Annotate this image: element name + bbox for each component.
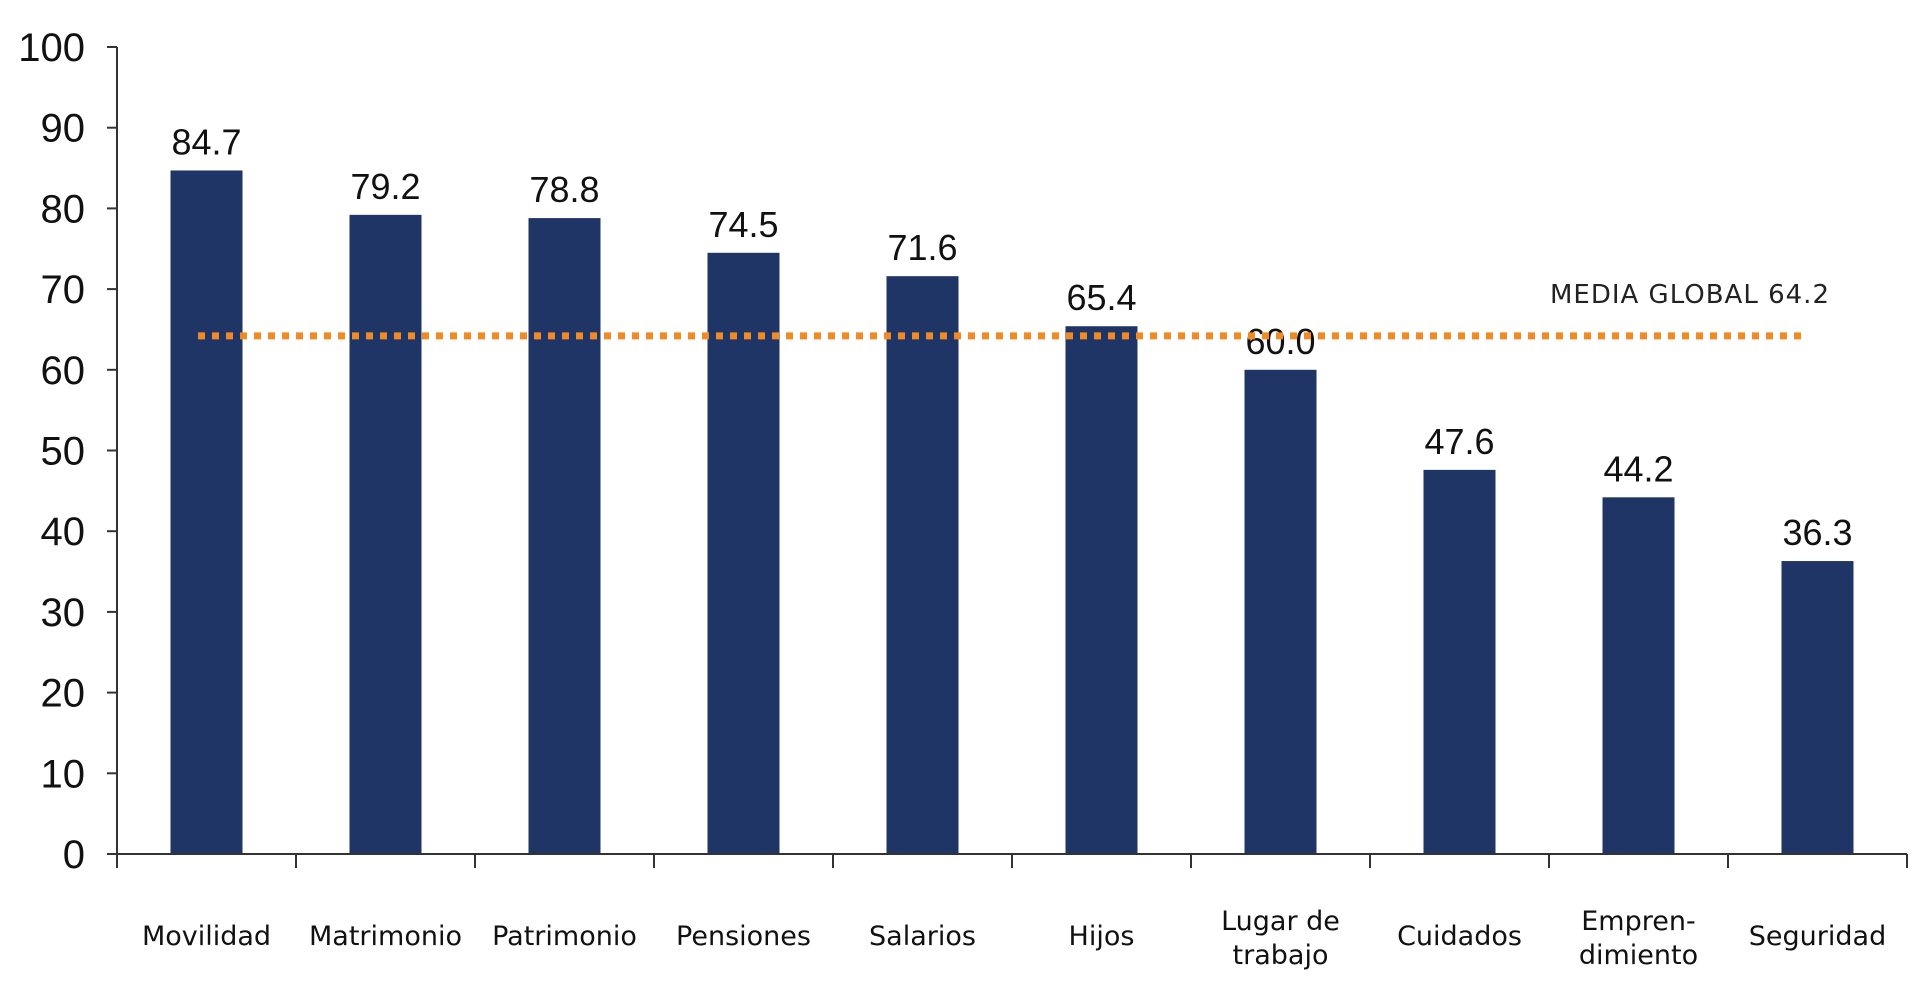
value-label: 36.3: [1782, 512, 1852, 553]
y-tick-label: 40: [41, 510, 86, 554]
reference-line-layer: MEDIA GLOBAL 64.2: [198, 280, 1830, 340]
y-tick-label: 20: [41, 672, 86, 716]
y-tick-label: 100: [18, 26, 85, 70]
y-tick-label: 80: [41, 187, 86, 231]
category-label: Seguridad: [1749, 921, 1886, 952]
labels-layer: 84.7 Movilidad 79.2 Matrimonio 78.8 Patrimoni…: [18, 26, 1886, 971]
bar: [1602, 497, 1675, 854]
y-tick-label: 60: [41, 349, 86, 393]
category-label: Patrimonio: [492, 921, 637, 952]
axes-layer: [107, 46, 1908, 868]
bar: [707, 252, 780, 854]
y-tick-label: 30: [41, 591, 86, 635]
value-label: 71.6: [887, 227, 957, 268]
value-label: 84.7: [171, 121, 241, 162]
bar: [1781, 561, 1854, 854]
value-label: 65.4: [1066, 277, 1136, 318]
value-label: 60.0: [1245, 321, 1315, 362]
bar: [1423, 469, 1496, 854]
bar: [1065, 326, 1138, 854]
value-label: 79.2: [350, 166, 420, 207]
y-tick-label: 10: [41, 752, 86, 796]
value-label: 47.6: [1424, 421, 1494, 462]
y-tick-label: 50: [41, 430, 86, 474]
bar: [528, 218, 601, 855]
y-tick-label: 90: [41, 107, 86, 151]
value-label: 74.5: [708, 204, 778, 245]
y-tick-label: 0: [63, 833, 85, 877]
average-reference-label: MEDIA GLOBAL 64.2: [1550, 280, 1830, 310]
bar: [349, 214, 422, 854]
y-tick-label: 70: [41, 268, 86, 312]
bar: [170, 170, 243, 854]
category-label: Salarios: [869, 921, 976, 952]
value-label: 44.2: [1603, 448, 1673, 489]
bar: [1244, 369, 1317, 854]
bar: [886, 276, 959, 854]
category-label: Matrimonio: [309, 921, 462, 952]
category-label: Lugar de: [1221, 906, 1340, 937]
category-label: Empren-: [1581, 906, 1695, 937]
category-label: dimiento: [1579, 940, 1698, 971]
category-label: trabajo: [1233, 940, 1329, 971]
value-label: 78.8: [529, 169, 599, 210]
category-label: Movilidad: [142, 921, 271, 952]
category-label: Cuidados: [1397, 921, 1522, 952]
bars-layer: [170, 170, 1854, 855]
category-label: Pensiones: [676, 921, 811, 952]
category-label: Hijos: [1069, 921, 1135, 952]
